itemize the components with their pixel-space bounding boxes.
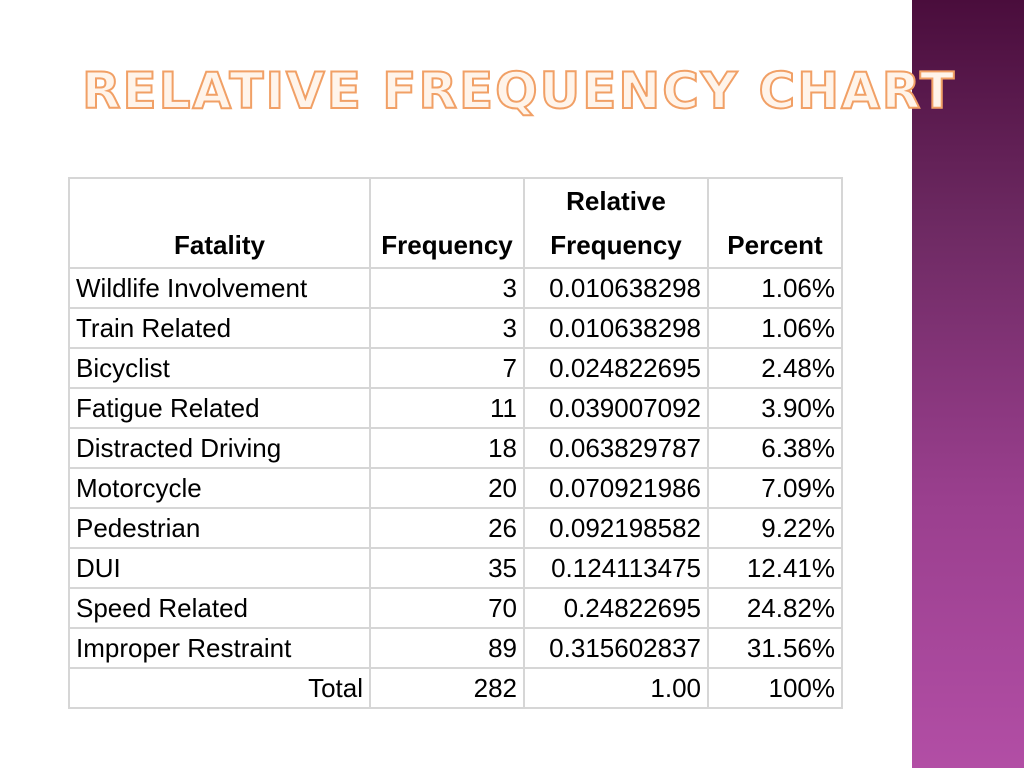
percent-cell: 31.56% xyxy=(707,627,843,669)
table-row: Bicyclist 7 0.024822695 2.48% xyxy=(68,347,843,389)
relative-frequency-cell: 0.092198582 xyxy=(523,507,709,549)
table-row: DUI 35 0.124113475 12.41% xyxy=(68,547,843,589)
decorative-side-band xyxy=(912,0,1024,768)
frequency-cell: 20 xyxy=(369,467,525,509)
header-fatality: Fatality xyxy=(68,177,371,269)
table-row: Motorcycle 20 0.070921986 7.09% xyxy=(68,467,843,509)
table-row: Fatigue Related 11 0.039007092 3.90% xyxy=(68,387,843,429)
frequency-cell: 89 xyxy=(369,627,525,669)
header-relative-frequency: Relative Frequency xyxy=(523,177,709,269)
relative-frequency-cell: 0.039007092 xyxy=(523,387,709,429)
total-frequency: 282 xyxy=(369,667,525,709)
frequency-cell: 7 xyxy=(369,347,525,389)
relative-frequency-cell: 0.010638298 xyxy=(523,267,709,309)
table-row: Speed Related 70 0.24822695 24.82% xyxy=(68,587,843,629)
fatality-cell: Pedestrian xyxy=(68,507,371,549)
header-relative-line1: Relative xyxy=(566,186,666,216)
header-percent: Percent xyxy=(707,177,843,269)
fatality-cell: Train Related xyxy=(68,307,371,349)
frequency-cell: 3 xyxy=(369,267,525,309)
percent-cell: 7.09% xyxy=(707,467,843,509)
frequency-cell: 35 xyxy=(369,547,525,589)
percent-cell: 3.90% xyxy=(707,387,843,429)
table-row: Distracted Driving 18 0.063829787 6.38% xyxy=(68,427,843,469)
percent-cell: 2.48% xyxy=(707,347,843,389)
fatality-cell: Improper Restraint xyxy=(68,627,371,669)
fatality-cell: Bicyclist xyxy=(68,347,371,389)
percent-cell: 24.82% xyxy=(707,587,843,629)
table-header-row: Fatality Frequency Relative Frequency Per… xyxy=(68,177,843,269)
slide-title: Relative Frequency Chart xyxy=(81,62,957,120)
frequency-cell: 26 xyxy=(369,507,525,549)
percent-cell: 6.38% xyxy=(707,427,843,469)
fatality-cell: Wildlife Involvement xyxy=(68,267,371,309)
table-row: Wildlife Involvement 3 0.010638298 1.06% xyxy=(68,267,843,309)
fatality-cell: Speed Related xyxy=(68,587,371,629)
percent-cell: 1.06% xyxy=(707,267,843,309)
relative-frequency-cell: 0.24822695 xyxy=(523,587,709,629)
relative-frequency-cell: 0.070921986 xyxy=(523,467,709,509)
relative-frequency-cell: 0.315602837 xyxy=(523,627,709,669)
frequency-cell: 18 xyxy=(369,427,525,469)
frequency-cell: 3 xyxy=(369,307,525,349)
fatality-cell: Distracted Driving xyxy=(68,427,371,469)
header-relative-line2: Frequency xyxy=(550,230,682,260)
total-label: Total xyxy=(68,667,371,709)
fatality-cell: DUI xyxy=(68,547,371,589)
percent-cell: 12.41% xyxy=(707,547,843,589)
frequency-cell: 70 xyxy=(369,587,525,629)
fatality-cell: Motorcycle xyxy=(68,467,371,509)
fatality-cell: Fatigue Related xyxy=(68,387,371,429)
table-row: Train Related 3 0.010638298 1.06% xyxy=(68,307,843,349)
relative-frequency-table: Fatality Frequency Relative Frequency Per… xyxy=(68,177,843,709)
total-percent: 100% xyxy=(707,667,843,709)
percent-cell: 1.06% xyxy=(707,307,843,349)
relative-frequency-cell: 0.063829787 xyxy=(523,427,709,469)
relative-frequency-cell: 0.124113475 xyxy=(523,547,709,589)
percent-cell: 9.22% xyxy=(707,507,843,549)
table-row: Pedestrian 26 0.092198582 9.22% xyxy=(68,507,843,549)
table-row: Improper Restraint 89 0.315602837 31.56% xyxy=(68,627,843,669)
header-frequency: Frequency xyxy=(369,177,525,269)
total-relative-frequency: 1.00 xyxy=(523,667,709,709)
frequency-cell: 11 xyxy=(369,387,525,429)
relative-frequency-cell: 0.010638298 xyxy=(523,307,709,349)
relative-frequency-cell: 0.024822695 xyxy=(523,347,709,389)
total-row: Total 282 1.00 100% xyxy=(68,667,843,709)
